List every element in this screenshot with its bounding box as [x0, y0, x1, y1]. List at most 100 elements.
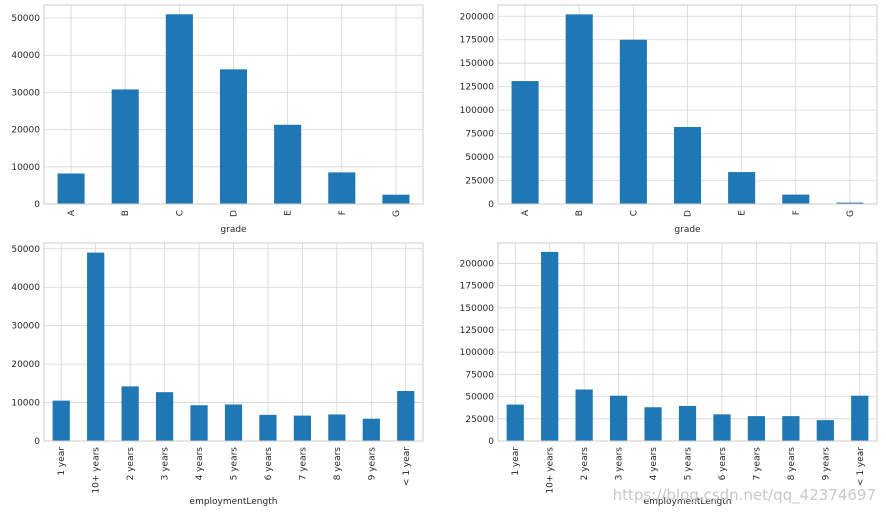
y-tick-label: 20000: [11, 126, 40, 136]
x-tick-label-4-years: 4 years: [649, 447, 659, 481]
x-tick-label-2-years: 2 years: [580, 447, 590, 481]
y-tick-label: 40000: [11, 51, 40, 61]
x-tick-label-a: A: [67, 209, 77, 216]
watermark-text: https://blog.csdn.net/qq_42374697: [613, 486, 876, 505]
y-tick-label: 30000: [11, 88, 40, 98]
bar-a: [57, 173, 85, 204]
y-tick-label: 125000: [460, 326, 495, 336]
x-tick-label-9-years: 9 years: [367, 447, 377, 481]
x-tick-label-3-years: 3 years: [615, 447, 625, 481]
y-tick-label: 40000: [11, 283, 40, 293]
bar-g: [382, 194, 410, 204]
bar-3-years: [609, 395, 628, 441]
bar-1-year: [52, 400, 70, 441]
y-tick-label: 10000: [11, 163, 40, 173]
bar-c: [165, 14, 193, 204]
chart-employment-length-bottom-right: 0 25000 50000 75000 100000 125000 150000 175000…: [460, 242, 878, 507]
x-tick-label-b: B: [121, 210, 131, 216]
x-tick-label-1-year: 1 year: [511, 447, 521, 476]
y-tick-label: 75000: [465, 130, 494, 140]
bar-d: [219, 69, 248, 204]
bar-4-years: [644, 407, 662, 441]
x-tick-label-9-years: 9 years: [821, 447, 831, 481]
chart-grade-count-top-right: 0 25000 50000 75000 100000 125000 150000 175000…: [460, 4, 878, 235]
y-tick-label: 175000: [460, 282, 495, 292]
plot-frame: [497, 242, 878, 442]
x-tick-label-f: F: [792, 210, 802, 215]
bar-g: [836, 202, 864, 204]
y-tick-label: 0: [34, 437, 40, 447]
x-tick-label-8-years: 8 years: [787, 447, 797, 481]
y-tick-label: 0: [488, 437, 494, 447]
x-tick-label-g: G: [392, 210, 402, 217]
y-tick-label: 125000: [460, 83, 495, 93]
bar-6-years: [713, 414, 731, 441]
bar-f: [328, 172, 356, 204]
bar-5-years: [224, 404, 243, 441]
bar-5-years: [678, 405, 697, 441]
x-tick-label-d: D: [684, 210, 694, 217]
x-tick-label-5-years: 5 years: [684, 447, 694, 481]
bar-c: [619, 39, 647, 204]
plot-frame: [497, 4, 878, 205]
chart-employment-length-bottom-left: 0 10000 20000 30000 40000 50000 1 year 10+ year…: [11, 242, 424, 507]
y-tick-label: 75000: [465, 370, 494, 380]
bar-2-years: [575, 389, 593, 441]
bar-d: [673, 127, 702, 204]
bar-a: [511, 81, 539, 204]
bar-3-years: [155, 392, 174, 441]
y-tick-label: 200000: [460, 259, 495, 269]
y-tick-label: 50000: [11, 245, 40, 255]
x-tick-label-10-years: 10+ years: [546, 447, 556, 494]
x-tick-label-e: E: [284, 210, 294, 216]
y-tick-label: 0: [34, 200, 40, 210]
x-axis-label: grade: [674, 225, 701, 235]
x-tick-label-a: A: [521, 209, 531, 216]
bar-4-years: [190, 405, 208, 441]
bar-10-years: [541, 251, 559, 441]
x-tick-label-5-years: 5 years: [230, 447, 240, 481]
x-tick-label-6-years: 6 years: [718, 447, 728, 481]
y-tick-label: 20000: [11, 360, 40, 370]
y-tick-label: 30000: [11, 322, 40, 332]
bar-7-years: [293, 415, 312, 441]
x-tick-label-3-years: 3 years: [161, 447, 171, 481]
bar-7-years: [747, 416, 766, 441]
x-tick-label-c: C: [629, 210, 639, 216]
y-tick-label: 0: [488, 200, 494, 210]
bar-f: [782, 194, 810, 204]
bar-10-years: [87, 252, 105, 441]
y-tick-label: 25000: [465, 415, 494, 425]
x-tick-label-d: D: [230, 210, 240, 217]
x-tick-label-7-years: 7 years: [752, 447, 762, 481]
y-tick-label: 175000: [460, 36, 495, 46]
plot-frame: [43, 242, 424, 442]
bar-b: [565, 14, 593, 204]
y-tick-label: 200000: [460, 12, 495, 22]
y-tick-label: 150000: [460, 304, 495, 314]
bar-9-years: [362, 418, 380, 441]
x-tick-label-1-year: 1 year: [57, 447, 67, 476]
x-tick-label-7-years: 7 years: [298, 447, 308, 481]
x-tick-label-f: F: [338, 210, 348, 215]
x-tick-label-6-years: 6 years: [264, 447, 274, 481]
y-tick-label: 50000: [465, 153, 494, 163]
x-tick-label-e: E: [738, 210, 748, 216]
bar-1-year: [397, 391, 415, 441]
x-tick-label-1-year: < 1 year: [402, 447, 412, 486]
bar-b: [111, 89, 139, 204]
y-tick-label: 100000: [460, 106, 495, 116]
y-tick-label: 25000: [465, 177, 494, 187]
bar-9-years: [816, 420, 834, 441]
y-tick-label: 10000: [11, 399, 40, 409]
x-tick-label-4-years: 4 years: [195, 447, 205, 481]
y-tick-label: 50000: [11, 14, 40, 24]
x-axis-label: employmentLength: [190, 497, 278, 507]
y-tick-label: 50000: [465, 393, 494, 403]
y-tick-label: 150000: [460, 59, 495, 69]
x-tick-label-b: B: [575, 210, 585, 216]
x-axis-label: employmentLength: [644, 497, 732, 507]
x-tick-label-10-years: 10+ years: [92, 447, 102, 494]
x-tick-label-1-year: < 1 year: [856, 447, 866, 486]
